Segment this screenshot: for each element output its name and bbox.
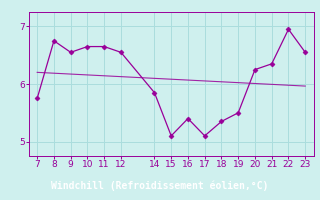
- Text: Windchill (Refroidissement éolien,°C): Windchill (Refroidissement éolien,°C): [51, 180, 269, 191]
